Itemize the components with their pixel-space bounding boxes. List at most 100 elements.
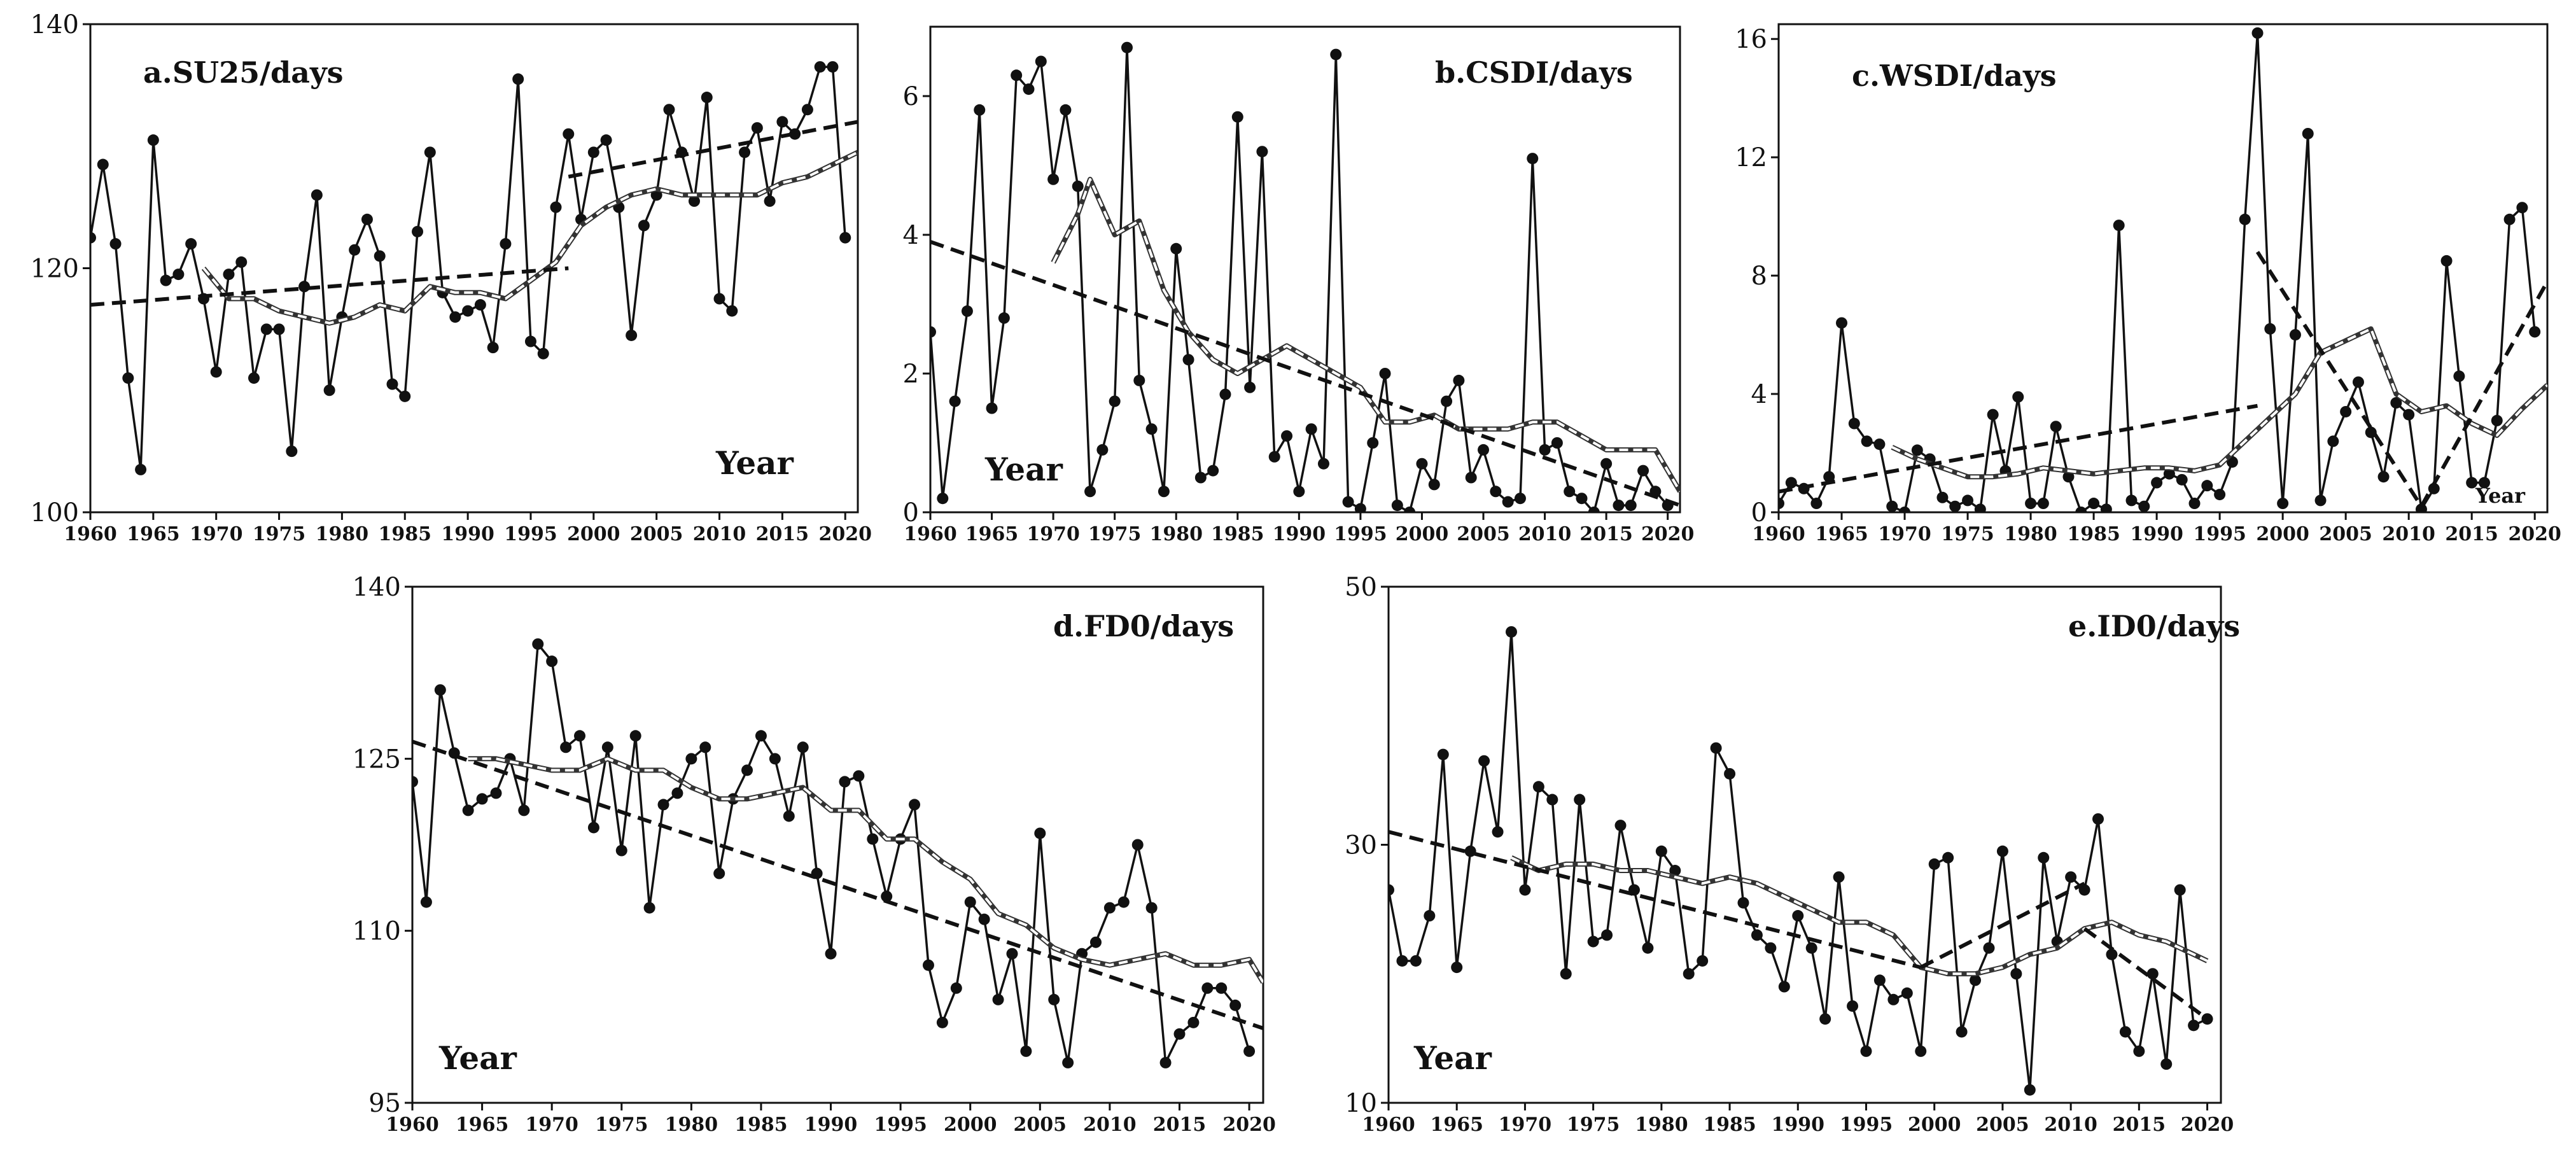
x-tick-label: 1975 [595, 1114, 648, 1136]
data-point [2340, 405, 2352, 417]
data-point [2106, 948, 2118, 960]
data-point [1942, 851, 1954, 864]
data-point [1404, 507, 1416, 512]
data-point [992, 993, 1004, 1005]
data-point [1564, 486, 1576, 498]
x-tick-label: 1995 [874, 1114, 927, 1136]
plot-area [1779, 27, 2547, 512]
data-point [1551, 437, 1563, 449]
x-tick-label: 1965 [1815, 523, 1868, 545]
x-tick-label: 2010 [2044, 1114, 2097, 1136]
data-point [2415, 503, 2427, 512]
trend-line [1779, 403, 2258, 494]
data-point [1158, 486, 1170, 498]
data-point [462, 305, 474, 317]
data-point [998, 312, 1010, 324]
data-point [2214, 489, 2226, 501]
data-point [1207, 465, 1219, 477]
x-tick-label: 2015 [1579, 523, 1633, 545]
data-point [1970, 974, 1982, 986]
data-point [1428, 479, 1440, 491]
data-point [936, 1016, 948, 1028]
y-tick-label: 0 [1751, 498, 1767, 528]
data-point [801, 104, 813, 116]
y-tick-label: 50 [1345, 573, 1377, 602]
data-point [2025, 498, 2037, 510]
y-tick-label: 10 [1345, 1089, 1377, 1118]
x-tick-label: 1975 [253, 523, 306, 545]
data-point [1810, 498, 1823, 510]
data-point [1256, 146, 1268, 158]
data-point [2038, 851, 2050, 864]
x-tick-label: 1965 [456, 1114, 509, 1136]
trend-line [2255, 251, 2423, 508]
data-point [701, 92, 713, 104]
data-point [2352, 376, 2364, 388]
data-point [2065, 871, 2077, 883]
data-point [1974, 503, 1986, 512]
x-tick-label: 2000 [1908, 1114, 1961, 1136]
data-point [2151, 477, 2163, 489]
panel-5: 1960 1965 1970 1975 1980 1985 1990 1995 2000 2005… [1345, 573, 2240, 1136]
data-point [2062, 471, 2075, 483]
data-point [1587, 935, 1599, 948]
data-point [1034, 827, 1046, 839]
y-tick-label: 140 [353, 573, 401, 602]
x-axis-label: Year [984, 451, 1063, 488]
data-point [1546, 794, 1558, 806]
data-point [1243, 1045, 1256, 1057]
data-point [1697, 955, 1709, 967]
data-point [789, 128, 801, 140]
data-point [1588, 507, 1600, 512]
data-point [1792, 910, 1804, 922]
data-point [685, 753, 697, 765]
data-point [560, 741, 572, 753]
x-tick-label: 2000 [567, 523, 620, 545]
x-tick-label: 1980 [1635, 1114, 1688, 1136]
data-point [2163, 468, 2175, 480]
data-point [2377, 471, 2390, 483]
data-point [1379, 368, 1391, 379]
data-point [1465, 472, 1477, 484]
data-point [1453, 374, 1465, 386]
data-point [587, 146, 599, 158]
data-point [1117, 896, 1130, 908]
x-tick-label: 1970 [1026, 523, 1080, 545]
plot-frame [411, 585, 1264, 1104]
data-point [797, 741, 809, 753]
data-point [2529, 326, 2541, 338]
data-point [1710, 742, 1722, 754]
data-point [1089, 936, 1102, 948]
data-point [1367, 437, 1379, 449]
series-line-moving-average [201, 150, 858, 326]
data-point [814, 61, 826, 73]
data-point [726, 305, 738, 317]
data-point [476, 793, 488, 805]
data-point [769, 753, 781, 765]
x-tick-label: 2020 [1222, 1114, 1276, 1136]
data-point [853, 770, 865, 782]
data-point [755, 730, 767, 742]
data-point [1765, 942, 1777, 954]
data-point [1096, 444, 1109, 456]
x-tick-label: 2020 [818, 523, 872, 545]
data-point [2024, 1084, 2036, 1096]
y-tick-label: 6 [903, 82, 919, 111]
data-point [629, 730, 641, 742]
plot-area [1389, 626, 2213, 1096]
data-point [1778, 981, 1790, 993]
y-tick-label: 8 [1751, 262, 1767, 291]
data-point [1539, 444, 1551, 456]
data-point [2302, 127, 2314, 139]
data-point [1514, 493, 1526, 505]
x-tick-label: 2005 [2319, 523, 2372, 545]
data-point [1011, 69, 1023, 81]
trend-line [930, 240, 1680, 507]
data-point [1441, 395, 1453, 407]
data-point [1887, 993, 1900, 1005]
x-axis-label: Year [2475, 484, 2526, 508]
data-point [349, 244, 361, 256]
data-point [1194, 472, 1207, 484]
data-point [2516, 202, 2528, 214]
data-point [2092, 813, 2104, 825]
